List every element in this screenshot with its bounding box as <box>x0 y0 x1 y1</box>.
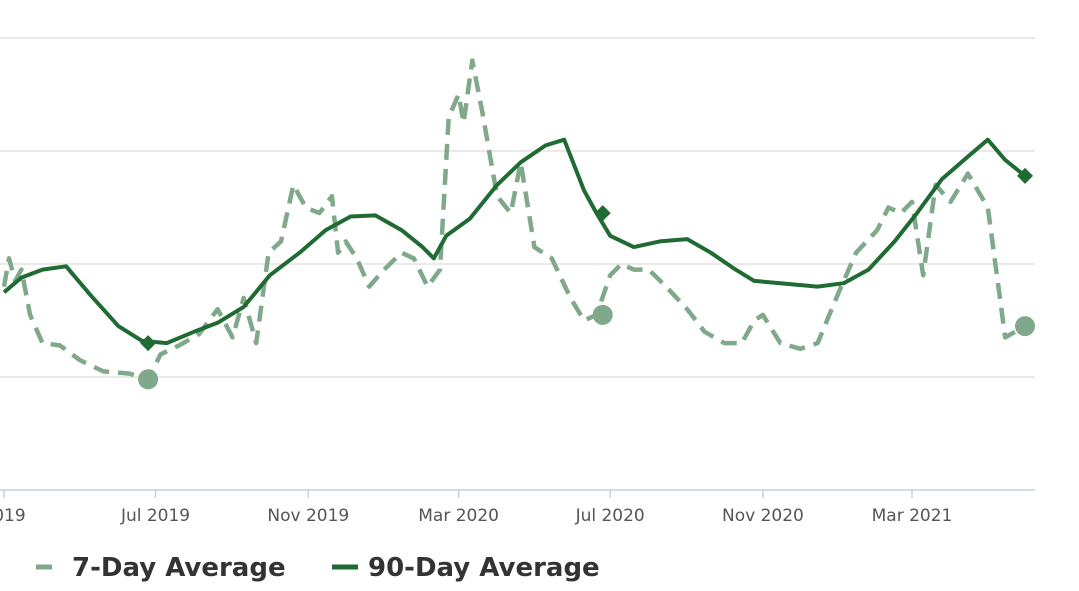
x-tick-label-6: Mar 2021 <box>872 506 953 526</box>
x-axis-ticks: 2019 Jul 2019 Nov 2019 Mar 2020 Jul 2020 Nov … <box>0 490 952 526</box>
x-tick-label-0: 2019 <box>0 506 26 526</box>
x-tick-label-3: Mar 2020 <box>418 506 499 526</box>
x-tick-label-4: Jul 2020 <box>575 506 645 526</box>
legend-label-7-day-average[interactable]: 7-Day Average <box>72 553 286 583</box>
series-markers <box>138 167 1036 390</box>
marker-7-day-average-2[interactable] <box>1015 316 1036 337</box>
x-tick-label-1: Jul 2019 <box>120 506 190 526</box>
series-lines <box>1 58 1027 382</box>
legend: 7-Day Average 90-Day Average <box>36 553 600 583</box>
marker-90-day-average-4[interactable] <box>594 205 611 222</box>
series-line-7-day-average[interactable] <box>1 58 1027 382</box>
x-tick-label-2: Nov 2019 <box>267 506 349 526</box>
gridlines <box>0 37 1035 378</box>
marker-7-day-average-0[interactable] <box>138 369 159 390</box>
marker-90-day-average-3[interactable] <box>140 335 157 352</box>
marker-7-day-average-1[interactable] <box>592 304 613 325</box>
legend-label-90-day-average[interactable]: 90-Day Average <box>368 553 600 583</box>
series-line-90-day-average[interactable] <box>2 137 1027 346</box>
x-tick-label-5: Nov 2020 <box>722 506 804 526</box>
marker-90-day-average-5[interactable] <box>1017 167 1034 184</box>
